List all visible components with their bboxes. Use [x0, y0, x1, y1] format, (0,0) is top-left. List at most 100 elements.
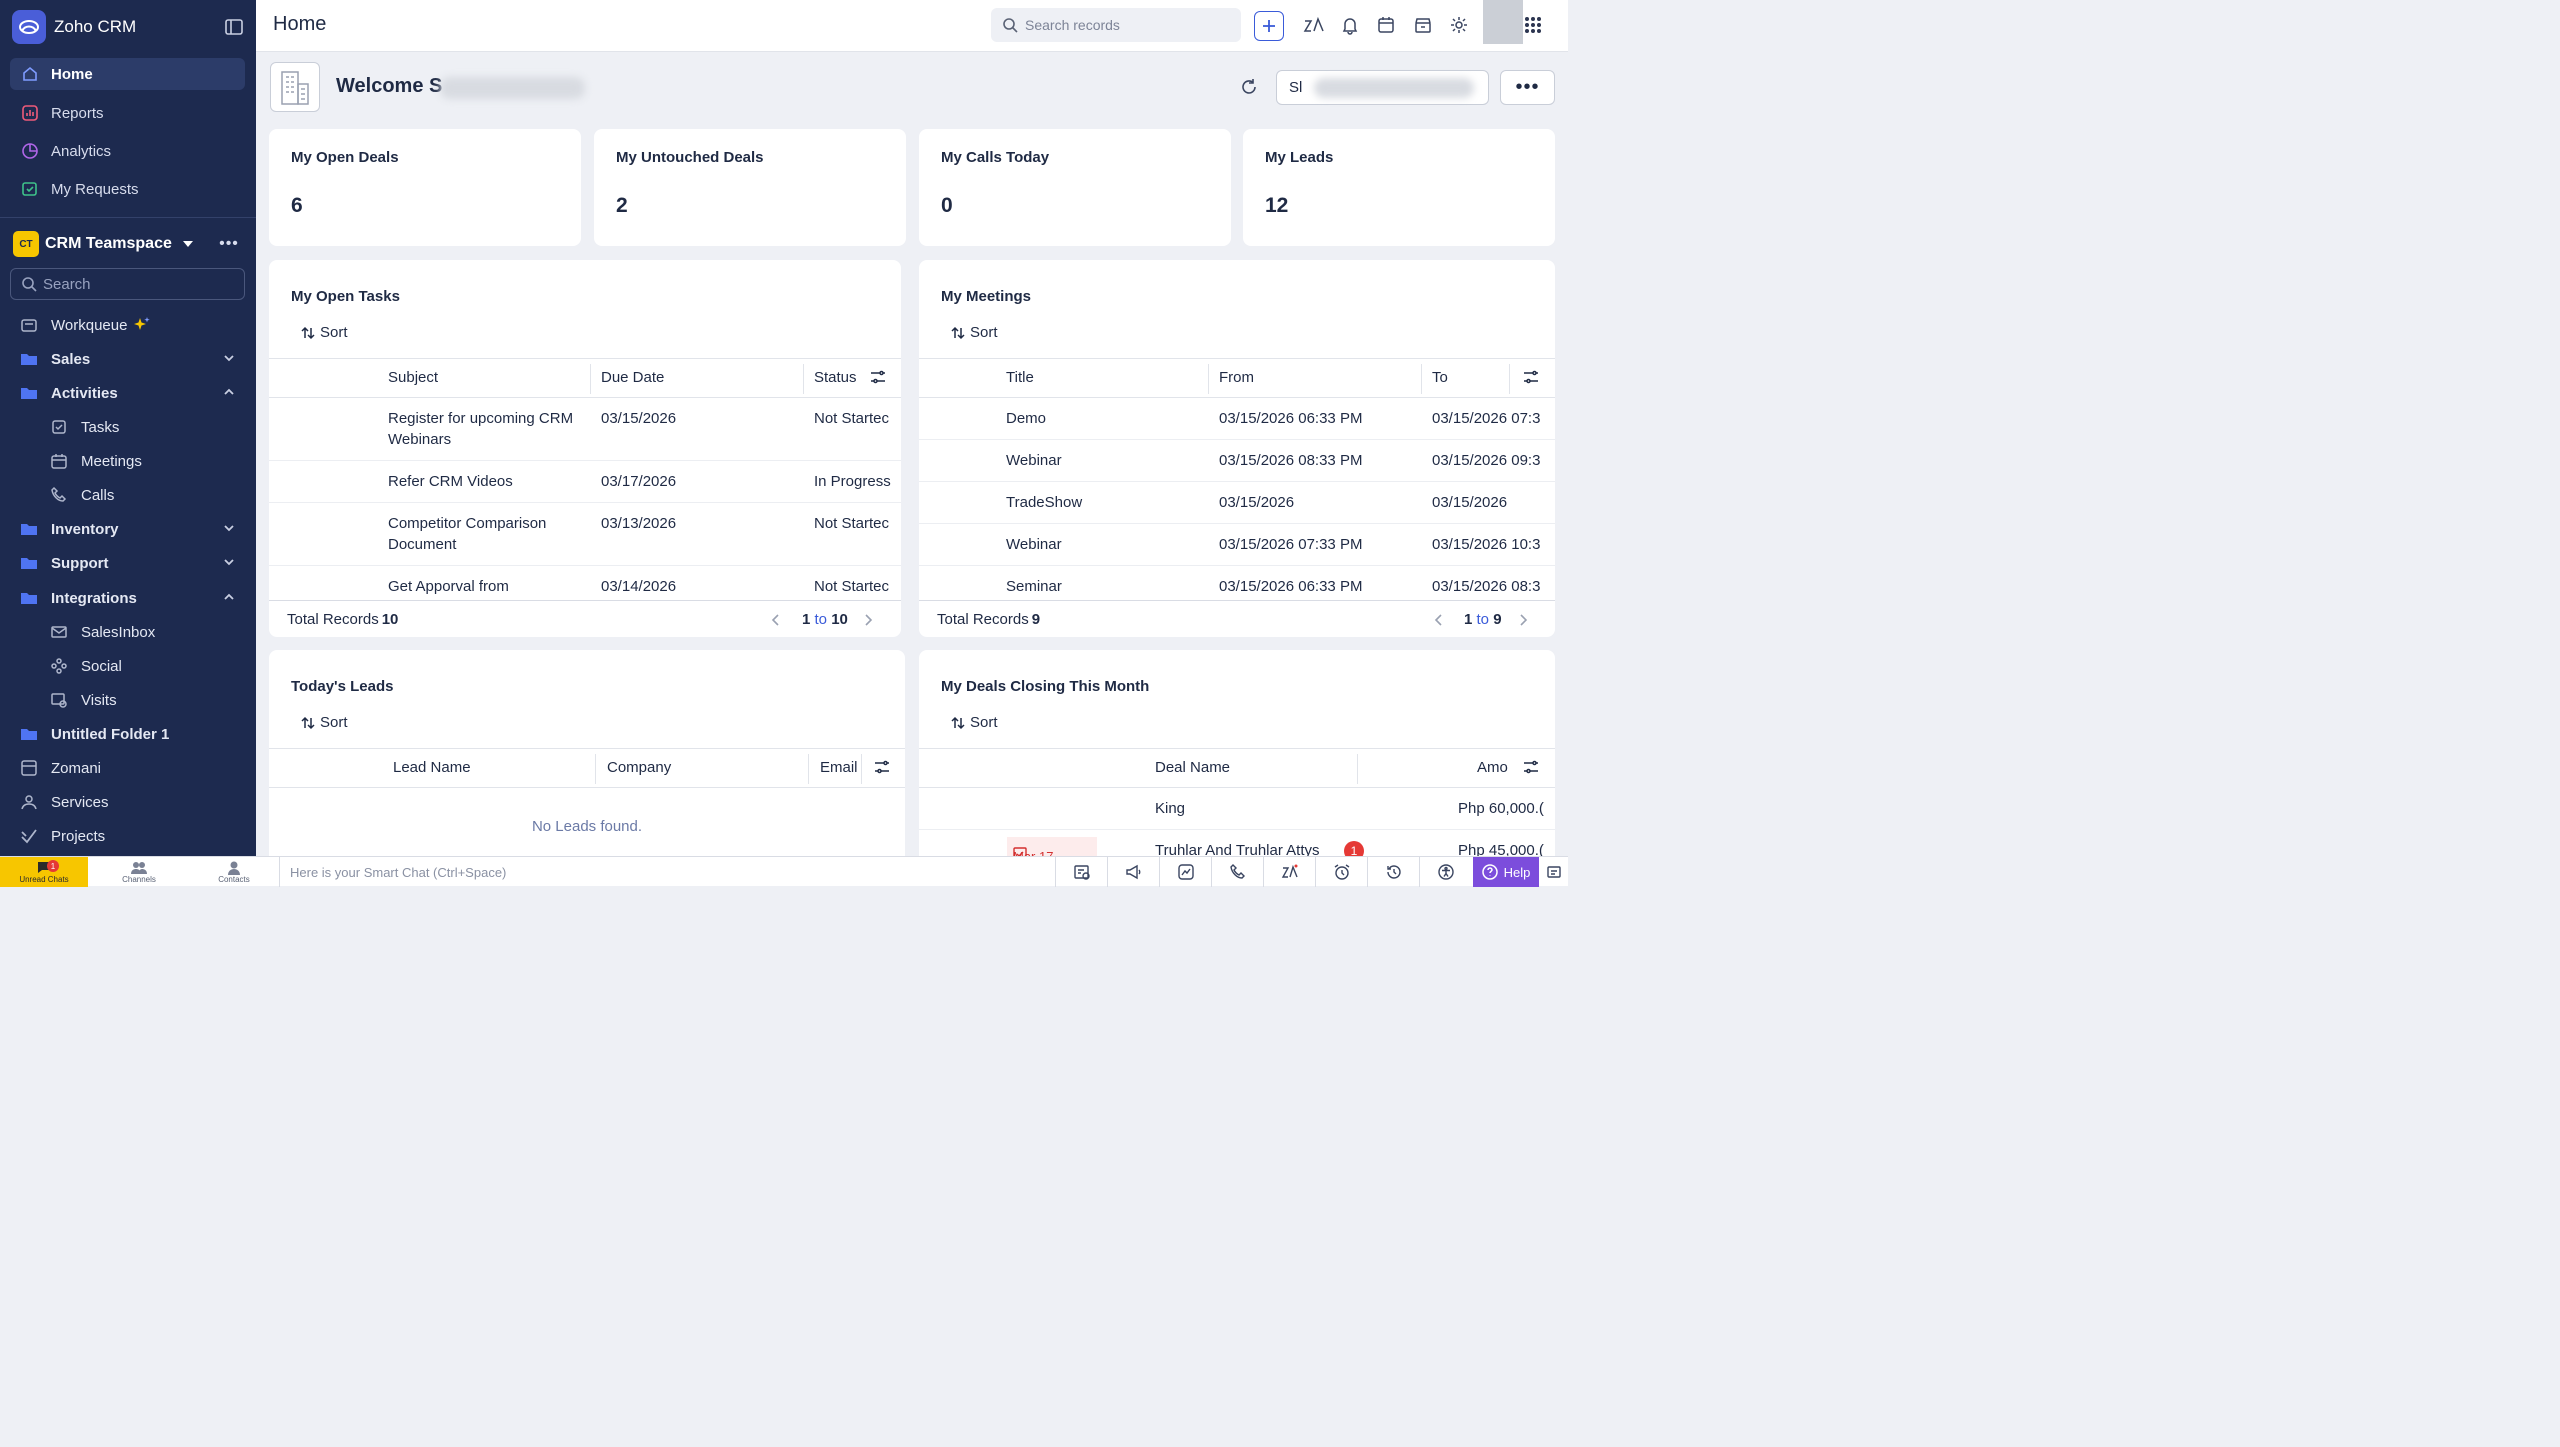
column-header[interactable]: To: [1432, 369, 1448, 386]
tree-item-integrations[interactable]: Integrations: [20, 584, 244, 612]
table-row[interactable]: Webinar 03/15/2026 08:33 PM 03/15/2026 0…: [919, 441, 1555, 482]
column-header[interactable]: From: [1219, 369, 1254, 386]
marketplace-icon[interactable]: [1412, 14, 1434, 36]
kpi-calls-today[interactable]: My Calls Today 0: [919, 129, 1231, 246]
chevron-right-icon[interactable]: [861, 611, 875, 629]
table-row[interactable]: Refer CRM Videos 03/17/2026 In Progress: [269, 462, 901, 503]
table-row[interactable]: King Php 60,000.(: [919, 789, 1555, 830]
task-subject[interactable]: Competitor Comparison Document: [388, 515, 547, 553]
table-row[interactable]: Register for upcoming CRM Webinars 03/15…: [269, 399, 901, 461]
column-header[interactable]: Amo: [1477, 759, 1508, 776]
kpi-untouched-deals[interactable]: My Untouched Deals 2: [594, 129, 906, 246]
history-icon[interactable]: [1367, 857, 1419, 887]
chevron-up-icon[interactable]: [222, 590, 236, 604]
tree-item-workqueue[interactable]: Workqueue: [20, 311, 244, 339]
tree-item-inventory[interactable]: Inventory: [20, 515, 244, 543]
task-subject[interactable]: Get Apporval from: [388, 578, 509, 595]
unread-chats-tab[interactable]: Unread Chats 1: [0, 857, 88, 887]
table-row[interactable]: TradeShow 03/15/2026 03/15/2026: [919, 483, 1555, 524]
column-header[interactable]: Title: [1006, 369, 1034, 386]
nav-my-requests[interactable]: My Requests: [10, 173, 245, 205]
table-row[interactable]: Seminar 03/15/2026 06:33 PM 03/15/2026 0…: [919, 567, 1555, 600]
sort-button[interactable]: Sort: [951, 714, 998, 731]
help-button[interactable]: Help: [1473, 857, 1539, 887]
tree-item-untitled-folder[interactable]: Untitled Folder 1: [20, 720, 244, 748]
kpi-open-deals[interactable]: My Open Deals 6: [269, 129, 581, 246]
chevron-left-icon[interactable]: [769, 611, 783, 629]
user-avatar[interactable]: [1483, 0, 1523, 44]
tree-item-projects[interactable]: Projects: [20, 822, 244, 850]
alarm-clock-icon[interactable]: [1315, 857, 1367, 887]
sidebar-search-input[interactable]: Search: [10, 268, 245, 300]
tree-item-visits[interactable]: Visits: [50, 686, 244, 714]
column-header[interactable]: Email: [820, 759, 858, 776]
sidebar-collapse-icon[interactable]: [224, 17, 244, 37]
tree-item-tasks[interactable]: Tasks: [50, 413, 244, 441]
sort-button[interactable]: Sort: [951, 324, 998, 341]
chevron-right-icon[interactable]: [1516, 611, 1530, 629]
meeting-title[interactable]: Webinar: [1006, 452, 1062, 469]
column-header[interactable]: Deal Name: [1155, 759, 1231, 776]
chevron-down-icon[interactable]: [222, 521, 236, 535]
deal-name[interactable]: Truhlar And Truhlar Attys: [1155, 842, 1320, 856]
nav-analytics[interactable]: Analytics: [10, 135, 245, 167]
column-header[interactable]: Company: [607, 759, 672, 776]
smart-chat-input[interactable]: Here is your Smart Chat (Ctrl+Space): [279, 857, 1055, 887]
table-row[interactable]: Demo 03/15/2026 06:33 PM 03/15/2026 07:3: [919, 399, 1555, 440]
column-header[interactable]: Lead Name: [393, 759, 471, 776]
table-row[interactable]: Webinar 03/15/2026 07:33 PM 03/15/2026 1…: [919, 525, 1555, 566]
meeting-title[interactable]: Seminar: [1006, 578, 1062, 595]
column-settings-icon[interactable]: [873, 758, 893, 778]
tree-item-activities[interactable]: Activities: [20, 379, 244, 407]
deal-name[interactable]: King: [1155, 800, 1186, 817]
contacts-tab[interactable]: Contacts: [190, 857, 278, 887]
more-actions-button[interactable]: •••: [1500, 70, 1555, 105]
phone-icon[interactable]: [1211, 857, 1263, 887]
workspace-switcher[interactable]: CT CRM Teamspace •••: [13, 230, 245, 258]
chevron-left-icon[interactable]: [1432, 611, 1446, 629]
column-settings-icon[interactable]: [1522, 758, 1542, 778]
tree-item-support[interactable]: Support: [20, 549, 244, 577]
table-row[interactable]: Mar 17 Truhlar And Truhlar Attys 1 Php 4…: [919, 831, 1555, 856]
bell-icon[interactable]: [1339, 14, 1361, 36]
signal-chart-icon[interactable]: [1159, 857, 1211, 887]
sort-button[interactable]: Sort: [301, 324, 348, 341]
accessibility-icon[interactable]: [1419, 857, 1471, 887]
nav-home[interactable]: Home: [10, 58, 245, 90]
settings-gear-icon[interactable]: [1448, 14, 1470, 36]
column-header[interactable]: Due Date: [601, 369, 665, 386]
brand[interactable]: Zoho CRM: [12, 10, 244, 44]
tree-item-sales[interactable]: Sales: [20, 345, 244, 373]
column-header[interactable]: Status: [814, 369, 857, 386]
caret-down-icon[interactable]: [182, 238, 194, 250]
chevron-down-icon[interactable]: [222, 351, 236, 365]
table-row[interactable]: Get Apporval from 03/14/2026 Not Startec: [269, 567, 901, 600]
tree-item-services[interactable]: Services: [20, 788, 244, 816]
feedback-icon[interactable]: [1540, 857, 1568, 887]
tree-item-meetings[interactable]: Meetings: [50, 447, 244, 475]
table-row[interactable]: Competitor Comparison Document 03/13/202…: [269, 504, 901, 566]
record-card-icon[interactable]: [1055, 857, 1107, 887]
tree-item-social[interactable]: Social: [50, 652, 244, 680]
apps-grid-icon[interactable]: [1522, 14, 1544, 36]
more-options-icon[interactable]: •••: [219, 235, 239, 252]
tree-item-calls[interactable]: Calls: [50, 481, 244, 509]
task-subject[interactable]: Refer CRM Videos: [388, 473, 513, 490]
meeting-title[interactable]: Webinar: [1006, 536, 1062, 553]
tree-item-salesinbox[interactable]: SalesInbox: [50, 618, 244, 646]
calendar-icon[interactable]: [1375, 14, 1397, 36]
chevron-up-icon[interactable]: [222, 385, 236, 399]
channels-tab[interactable]: Channels: [95, 857, 183, 887]
global-search-input[interactable]: Search records: [991, 8, 1241, 42]
chevron-down-icon[interactable]: [222, 555, 236, 569]
column-header[interactable]: Subject: [388, 369, 439, 386]
meeting-title[interactable]: TradeShow: [1006, 494, 1083, 511]
meeting-title[interactable]: Demo: [1006, 410, 1047, 427]
zia-icon[interactable]: [1303, 14, 1325, 36]
nav-reports[interactable]: Reports: [10, 97, 245, 129]
kpi-my-leads[interactable]: My Leads 12: [1243, 129, 1555, 246]
column-settings-icon[interactable]: [869, 368, 889, 388]
refresh-icon[interactable]: [1238, 76, 1260, 98]
zia-assistant-icon[interactable]: [1263, 857, 1315, 887]
megaphone-icon[interactable]: [1107, 857, 1159, 887]
